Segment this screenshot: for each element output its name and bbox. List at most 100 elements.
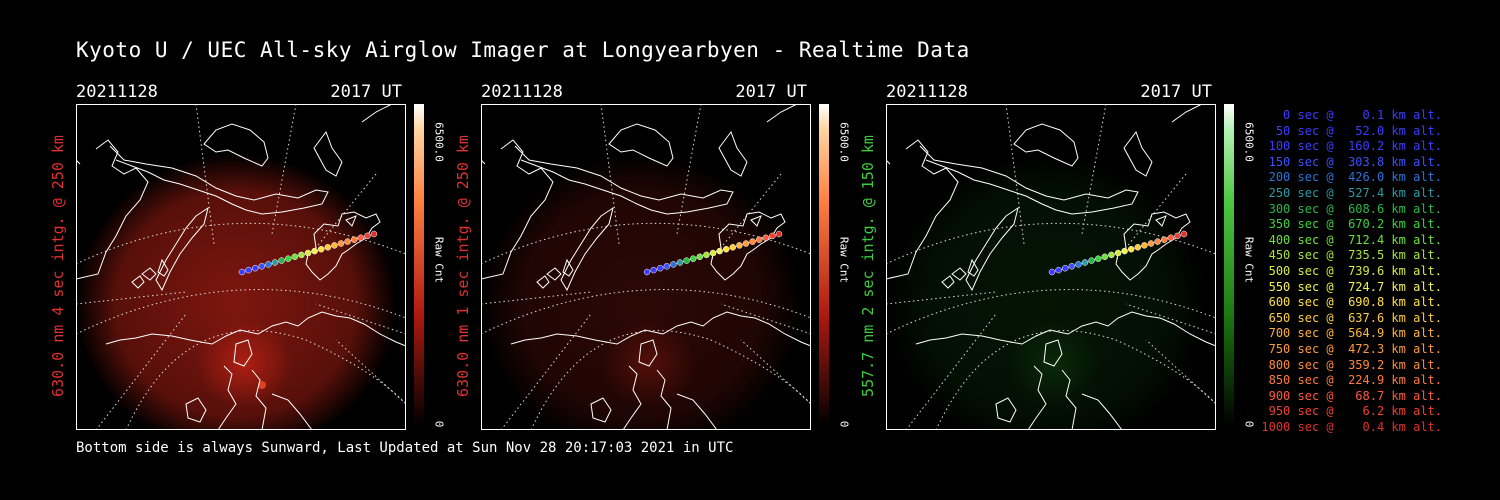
colorbar — [819, 104, 829, 426]
grid-line — [76, 291, 187, 305]
coastline — [271, 393, 313, 430]
coastline — [546, 267, 562, 281]
track-point — [370, 230, 378, 238]
coastline — [915, 311, 1216, 347]
panel-ylabel: 630.0 nm 4 sec intg. @ 250 km — [49, 135, 67, 397]
panel-date: 20211128 — [76, 82, 158, 102]
coastline — [1061, 369, 1077, 430]
coastline — [965, 206, 1019, 292]
panel-time: 2017 UT — [735, 82, 807, 102]
coastline — [967, 258, 979, 277]
track-point — [1068, 263, 1076, 270]
track-point — [1061, 264, 1069, 272]
coastline — [510, 311, 811, 347]
legend-entry: 50 sec @ 52.0 km alt. — [1261, 123, 1442, 138]
track-point — [1134, 244, 1142, 251]
track-point — [769, 232, 776, 240]
legend-entry: 850 sec @ 224.9 km alt. — [1261, 373, 1442, 388]
track-point — [1055, 266, 1062, 274]
altitude-legend: 0 sec @ 0.1 km alt. 50 sec @ 52.0 km alt… — [1250, 108, 1442, 435]
track-point — [689, 255, 697, 262]
airglow-emission — [76, 154, 396, 430]
legend-entry: 150 sec @ 303.8 km alt. — [1261, 154, 1442, 169]
coastline — [590, 397, 612, 423]
coastline — [76, 139, 149, 280]
track-point — [1094, 255, 1102, 262]
coastline — [233, 339, 253, 367]
track-point — [1121, 247, 1128, 255]
coastline — [217, 365, 237, 430]
track-point — [749, 238, 756, 245]
track-point — [663, 263, 671, 270]
coastline — [676, 393, 718, 430]
airglow-emission — [886, 154, 1206, 430]
track-point — [245, 266, 252, 274]
legend-entry: 700 sec @ 564.9 km alt. — [1261, 326, 1442, 341]
grid-line — [481, 289, 811, 335]
colorbar-max: 6500.0 — [837, 122, 851, 162]
coastline — [560, 206, 614, 292]
track-point — [1160, 236, 1168, 243]
grid-line — [600, 104, 620, 245]
coastline — [1013, 123, 1079, 167]
coastline — [718, 130, 748, 177]
coastline — [562, 258, 574, 277]
coastline — [514, 145, 734, 215]
track-point — [1088, 257, 1095, 264]
coastline — [656, 369, 672, 430]
coastline — [750, 215, 762, 227]
track-point — [1174, 232, 1181, 240]
legend-entry: 600 sec @ 690.8 km alt. — [1261, 295, 1442, 310]
allsky-image-3 — [886, 104, 1216, 430]
grid-line — [95, 313, 187, 430]
coastline — [157, 258, 169, 277]
panel-ylabel: 630.0 nm 1 sec intg. @ 250 km — [454, 135, 472, 397]
legend-entry: 250 sec @ 527.4 km alt. — [1261, 185, 1442, 200]
allsky-image-1 — [76, 104, 406, 430]
coastline — [105, 311, 406, 347]
coastline — [1115, 211, 1191, 281]
grid-line — [195, 104, 215, 245]
track-point — [1167, 234, 1175, 242]
legend-entry: 500 sec @ 739.6 km alt. — [1261, 263, 1442, 278]
track-point — [265, 261, 272, 268]
coastline — [1123, 130, 1153, 177]
legend-entry: 300 sec @ 608.6 km alt. — [1261, 201, 1442, 216]
track-point — [742, 240, 750, 247]
track-point — [775, 230, 783, 238]
coastline — [1043, 339, 1063, 367]
coastline — [313, 130, 343, 177]
coastline — [141, 267, 157, 281]
coastline — [608, 123, 674, 167]
panel-date: 20211128 — [481, 82, 563, 102]
grid-line — [530, 330, 811, 430]
grid-line — [905, 313, 997, 430]
panel-date: 20211128 — [886, 82, 968, 102]
coastline — [951, 267, 967, 281]
bright-spot — [258, 381, 266, 389]
airglow-emission — [601, 320, 697, 408]
track-point — [736, 242, 743, 249]
track-point — [291, 253, 299, 261]
track-point — [696, 253, 704, 261]
panel-1: 20211128 2017 UT 630.0 nm 4 sec intg. @ … — [49, 80, 446, 430]
coastline — [203, 123, 269, 167]
track-point — [1075, 261, 1082, 268]
colorbar-unit: Raw Cnt — [432, 236, 446, 284]
grid-line — [76, 289, 406, 335]
coastline — [886, 139, 959, 280]
track-point — [238, 268, 246, 276]
track-point — [350, 236, 358, 243]
legend-entry: 100 sec @ 160.2 km alt. — [1261, 139, 1442, 154]
legend-entry: 400 sec @ 712.4 km alt. — [1261, 232, 1442, 247]
legend-entry: 550 sec @ 724.7 km alt. — [1261, 279, 1442, 294]
track-point — [298, 251, 305, 259]
track-point — [1127, 245, 1135, 253]
grid-line — [1005, 104, 1025, 245]
allsky-image-2 — [481, 104, 811, 430]
track-point — [656, 264, 664, 272]
track-point — [1101, 253, 1109, 261]
panel-3: 20211128 2017 UT 557.7 nm 2 sec intg. @ … — [859, 80, 1256, 430]
legend-entry: 450 sec @ 735.5 km alt. — [1261, 248, 1442, 263]
track-point — [1147, 240, 1155, 247]
